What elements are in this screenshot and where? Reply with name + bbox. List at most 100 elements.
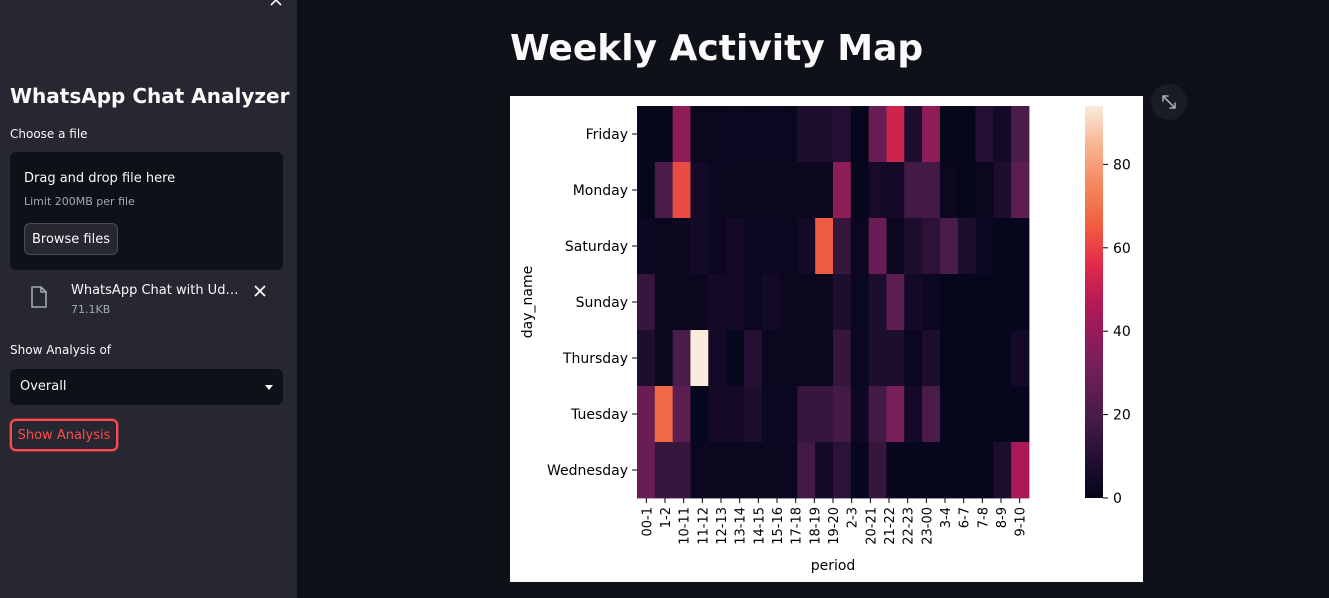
x-tick-label: 17-18 [790, 507, 805, 545]
heatmap-cell [637, 330, 656, 387]
heatmap-cell [868, 218, 887, 275]
heatmap-cell [654, 162, 674, 219]
heatmap-cell [850, 106, 870, 163]
heatmap-cell [743, 162, 763, 219]
heatmap-cell [833, 442, 852, 499]
heatmap-cell [708, 442, 727, 499]
heatmap-cell [672, 162, 691, 219]
heatmap-cell [637, 218, 656, 275]
heatmap-cell [1011, 162, 1030, 219]
heatmap-cell [654, 218, 674, 275]
heatmap-cell [690, 218, 709, 275]
heatmap-cell [761, 106, 780, 163]
file-dropzone[interactable]: Drag and drop file here Limit 200MB per … [10, 152, 283, 270]
heatmap-cell [637, 386, 656, 443]
heatmap-cell [886, 442, 905, 499]
heatmap-cell [761, 442, 780, 499]
heatmap-cell [957, 386, 976, 443]
heatmap-cell [743, 386, 763, 443]
heatmap-cell [761, 274, 780, 331]
y-tick-label: Saturday [565, 239, 628, 255]
heatmap-cell [1011, 274, 1030, 331]
x-tick-label: 14-15 [752, 507, 767, 545]
heatmap-cell [922, 274, 941, 331]
heatmap-cell [797, 162, 816, 219]
heatmap-cell [672, 386, 691, 443]
heatmap-cell [654, 274, 674, 331]
heatmap-cell [886, 386, 905, 443]
heatmap-cell [815, 442, 834, 499]
x-tick-label: 2-3 [846, 507, 861, 528]
file-uploader-label: Choose a file [10, 127, 88, 141]
heatmap-cell [743, 330, 763, 387]
heatmap-cell [922, 386, 941, 443]
close-sidebar-icon[interactable] [268, 0, 284, 8]
x-axis-label: period [811, 558, 856, 574]
heatmap-cell [743, 106, 763, 163]
heatmap-cell [797, 106, 816, 163]
heatmap-cell [708, 330, 727, 387]
dropzone-instructions: Drag and drop file here [24, 171, 176, 186]
x-tick-label: 20-21 [864, 507, 879, 545]
heatmap-cell [1011, 442, 1030, 499]
heatmap-cell [654, 442, 674, 499]
y-tick-label: Monday [573, 183, 628, 199]
heatmap-cell [654, 386, 674, 443]
remove-file-icon[interactable] [253, 284, 267, 298]
analysis-select-label: Show Analysis of [10, 343, 112, 357]
heatmap-cell [868, 274, 887, 331]
heatmap-cell [690, 330, 709, 387]
analysis-user-select[interactable]: Overall [10, 369, 283, 405]
heatmap-cell [743, 218, 763, 275]
uploaded-file-name: WhatsApp Chat with Uday Khurana.txt [71, 283, 246, 298]
heatmap-cell [975, 106, 994, 163]
y-tick-label: Friday [586, 127, 628, 143]
heatmap-svg: Friday Monday Saturday Sunday Thursday Tuesda… [520, 106, 1131, 574]
browse-files-button[interactable]: Browse files [24, 223, 118, 255]
heatmap-cell [797, 274, 816, 331]
heatmap-cell [975, 442, 994, 499]
heatmap-cell [975, 218, 994, 275]
y-tick-label: Tuesday [570, 407, 628, 423]
heatmap-cell [779, 386, 798, 443]
heatmap-cell [726, 330, 745, 387]
heatmap-cell [833, 386, 852, 443]
heatmap-cell [922, 106, 941, 163]
heatmap-cell [904, 386, 923, 443]
file-icon [31, 286, 47, 308]
heatmap-cell [957, 442, 976, 499]
heatmap-cell [850, 386, 870, 443]
show-analysis-button[interactable]: Show Analysis [10, 419, 118, 451]
colorbar-tick-label: 60 [1113, 241, 1131, 257]
fullscreen-button[interactable] [1151, 84, 1187, 120]
page-title: Weekly Activity Map [510, 28, 924, 69]
heatmap-cell [957, 330, 976, 387]
x-tick-label: 23-00 [920, 507, 935, 545]
heatmap-cell [975, 162, 994, 219]
x-tick-label: 9-10 [1014, 507, 1029, 537]
heatmap-cell [922, 442, 941, 499]
heatmap-cell [726, 386, 745, 443]
heatmap-cell [708, 162, 727, 219]
heatmap-cell [726, 106, 745, 163]
heatmap-cell [690, 386, 709, 443]
heatmap-cell [850, 330, 870, 387]
heatmap-cell [975, 274, 994, 331]
heatmap-cell [904, 218, 923, 275]
heatmap-cell [815, 274, 834, 331]
heatmap-cell [815, 106, 834, 163]
x-tick-label: 12-13 [715, 507, 730, 545]
heatmap-cell [761, 386, 780, 443]
heatmap-cell [833, 274, 852, 331]
heatmap-cell [922, 162, 941, 219]
heatmap-cell [690, 162, 709, 219]
heatmap-cell [939, 218, 959, 275]
heatmap-cell [939, 106, 959, 163]
x-tick-label: 11-12 [696, 507, 711, 545]
heatmap-cell [833, 218, 852, 275]
heatmap-cell [904, 442, 923, 499]
heatmap-cell [797, 330, 816, 387]
heatmap-cell [850, 274, 870, 331]
sidebar: WhatsApp Chat Analyzer Choose a file Dra… [0, 0, 297, 598]
heatmap-cell [637, 106, 656, 163]
